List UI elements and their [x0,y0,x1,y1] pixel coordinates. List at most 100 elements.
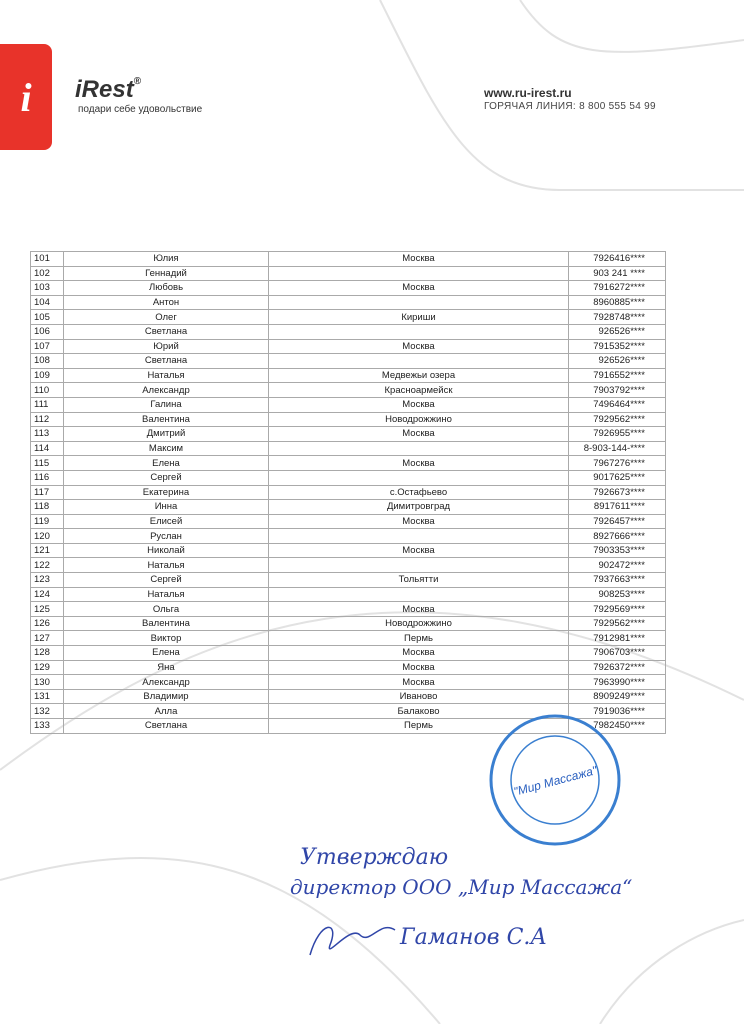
table-row: 131 Владимир Иваново 8909249**** [30,688,666,705]
city: Димитровград [268,499,569,515]
first-name: Алла [63,703,269,719]
table-row: 129 Яна Москва 7926372**** [30,659,666,676]
city: Москва [268,455,569,471]
row-number: 107 [30,338,64,355]
table-row: 123 Сергей Тольятти 7937663**** [30,572,666,588]
phone: 9017625**** [568,469,666,486]
row-number: 109 [30,367,64,384]
stamp-text: "Мир Массажа" [512,763,599,799]
table-row: 118 Инна Димитровград 8917611**** [30,499,666,515]
row-number: 121 [30,542,64,559]
row-number: 130 [30,674,64,690]
row-number: 101 [30,251,64,267]
row-number: 103 [30,280,64,296]
phone: 7916272**** [568,280,666,296]
row-number: 128 [30,645,64,661]
table-row: 124 Наталья 908253**** [30,586,666,603]
first-name: Наталья [63,586,269,603]
city [268,353,569,369]
first-name: Александр [63,382,269,398]
signature-line: Утверждаю [300,845,449,870]
city: Москва [268,513,569,530]
row-number: 104 [30,294,64,311]
table-row: 133 Светлана Пермь 7982450**** [30,718,666,734]
phone: 7903792**** [568,382,666,398]
row-number: 116 [30,469,64,486]
city [268,469,569,486]
row-number: 124 [30,586,64,603]
phone: 926526**** [568,353,666,369]
row-number: 131 [30,688,64,705]
city: Москва [268,601,569,617]
first-name: Юрий [63,338,269,355]
phone: 7915352**** [568,338,666,355]
city: Пермь [268,718,569,734]
first-name: Екатерина [63,484,269,501]
table-row: 111 Галина Москва 7496464**** [30,396,666,413]
phone: 8909249**** [568,688,666,705]
city: Москва [268,251,569,267]
stamp: "Мир Массажа" [489,714,621,846]
row-number: 123 [30,572,64,588]
first-name: Любовь [63,280,269,296]
first-name: Елисей [63,513,269,530]
city: Иваново [268,688,569,705]
table-row: 105 Олег Кириши 7928748**** [30,309,666,325]
first-name: Максим [63,440,269,457]
first-name: Сергей [63,572,269,588]
phone: 7928748**** [568,309,666,325]
city: Москва [268,338,569,355]
phone: 8960885**** [568,294,666,311]
table-row: 107 Юрий Москва 7915352**** [30,338,666,355]
phone: 7912981**** [568,630,666,647]
first-name: Инна [63,499,269,515]
first-name: Валентина [63,411,269,428]
table-row: 119 Елисей Москва 7926457**** [30,513,666,530]
table-row: 126 Валентина Новодрожжино 7929562**** [30,615,666,632]
phone: 7926457**** [568,513,666,530]
row-number: 120 [30,528,64,544]
row-number: 119 [30,513,64,530]
phone: 7929562**** [568,411,666,428]
table-row: 114 Максим 8-903-144-**** [30,440,666,457]
phone: 902472**** [568,557,666,574]
row-number: 129 [30,659,64,676]
city [268,294,569,311]
phone: 7926372**** [568,659,666,676]
city: Медвежьи озера [268,367,569,384]
row-number: 127 [30,630,64,647]
first-name: Елена [63,455,269,471]
first-name: Ольга [63,601,269,617]
row-number: 102 [30,265,64,282]
first-name: Сергей [63,469,269,486]
city [268,265,569,282]
first-name: Наталья [63,557,269,574]
phone: 7496464**** [568,396,666,413]
first-name: Геннадий [63,265,269,282]
table-row: 101 Юлия Москва 7926416**** [30,251,666,267]
city [268,440,569,457]
row-number: 112 [30,411,64,428]
row-number: 114 [30,440,64,457]
phone: 7929569**** [568,601,666,617]
row-number: 115 [30,455,64,471]
table-row: 108 Светлана 926526**** [30,353,666,369]
signature-name: Гаманов С.А [400,925,548,950]
phone: 7926416**** [568,251,666,267]
phone: 8917611**** [568,499,666,515]
first-name: Владимир [63,688,269,705]
row-number: 118 [30,499,64,515]
first-name: Руслан [63,528,269,544]
first-name: Олег [63,309,269,325]
phone: 903 241 **** [568,265,666,282]
site: www.ru-irest.ru [484,86,572,100]
signature-line: директор ООО „Мир Массажа“ [290,875,633,899]
table-row: 121 Николай Москва 7903353**** [30,542,666,559]
row-number: 111 [30,396,64,413]
city: Москва [268,280,569,296]
first-name: Галина [63,396,269,413]
row-number: 105 [30,309,64,325]
table-row: 102 Геннадий 903 241 **** [30,265,666,282]
hotline: ГОРЯЧАЯ ЛИНИЯ: 8 800 555 54 99 [484,101,656,112]
first-name: Александр [63,674,269,690]
